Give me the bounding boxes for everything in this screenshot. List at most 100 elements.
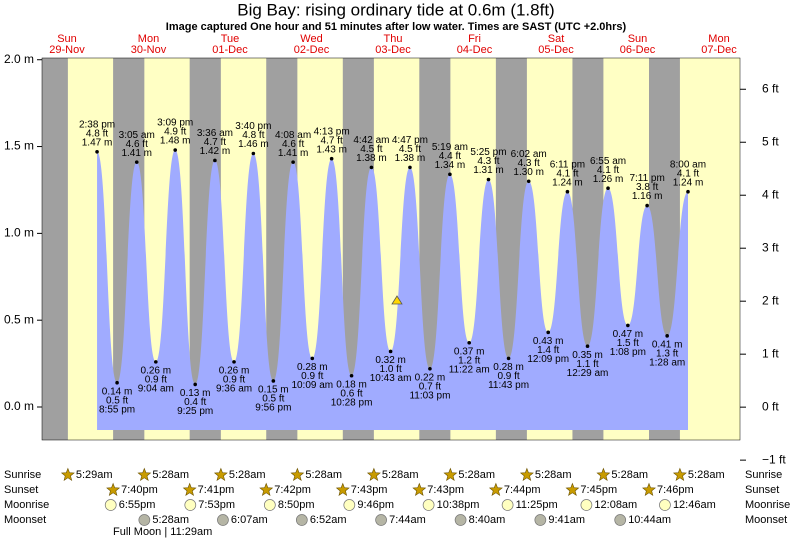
tide-label: 1:28 am bbox=[649, 357, 685, 368]
tide-label: 4.8 ft bbox=[86, 128, 108, 139]
sunrise-time: 5:28am bbox=[229, 469, 266, 481]
tide-label: 4.9 ft bbox=[164, 127, 186, 138]
day-name: Sun bbox=[57, 33, 77, 45]
row-label: Sunrise bbox=[4, 469, 41, 481]
row-label: Moonrise bbox=[4, 499, 49, 511]
moonset-icon bbox=[534, 514, 547, 526]
day-name: Sat bbox=[548, 33, 565, 45]
tide-label: 0.18 m bbox=[336, 379, 367, 390]
sunrise-icon bbox=[672, 467, 687, 481]
day-date: 04-Dec bbox=[457, 44, 493, 56]
sunrise-time: 5:28am bbox=[152, 469, 189, 481]
sunset-time: 7:44pm bbox=[504, 484, 541, 496]
tide-label: 1.38 m bbox=[395, 153, 426, 164]
y2-tick-label: 0 ft bbox=[762, 399, 779, 413]
tide-label: 0.9 ft bbox=[223, 375, 245, 386]
sunset-icon bbox=[182, 482, 197, 496]
tide-label: 4.3 ft bbox=[477, 156, 499, 167]
tide-label: 4.7 ft bbox=[321, 135, 343, 146]
day-date: 05-Dec bbox=[538, 44, 574, 56]
sunset-time: 7:42pm bbox=[274, 484, 311, 496]
tide-label: 9:56 pm bbox=[255, 403, 291, 414]
tide-label: 0.22 m bbox=[415, 372, 446, 383]
sunrise-icon bbox=[519, 467, 534, 481]
tide-label: 4.7 ft bbox=[204, 137, 226, 148]
tide-label: 7:11 pm bbox=[629, 173, 664, 184]
day-date: 06-Dec bbox=[620, 44, 656, 56]
tide-label: 8:00 am bbox=[670, 159, 706, 170]
row-label: Moonset bbox=[745, 514, 787, 526]
tide-point bbox=[115, 380, 119, 385]
tide-label: 4.1 ft bbox=[556, 168, 578, 179]
sunrise-time: 5:28am bbox=[611, 469, 648, 481]
y2-tick-label: 4 ft bbox=[762, 187, 779, 201]
day-date: 30-Nov bbox=[131, 44, 167, 56]
tide-point bbox=[645, 203, 649, 208]
tide-label: 1.43 m bbox=[316, 144, 347, 155]
sunset-icon bbox=[488, 482, 503, 496]
tide-label: 1.3 ft bbox=[656, 348, 678, 359]
tide-label: 1.38 m bbox=[356, 153, 387, 164]
tide-label: 0.26 m bbox=[141, 366, 172, 377]
tide-label: 2:38 pm bbox=[79, 119, 115, 130]
tide-label: 4.5 ft bbox=[399, 144, 421, 155]
tide-point bbox=[626, 323, 630, 328]
moonrise-icon bbox=[501, 499, 514, 511]
tide-label: 0.47 m bbox=[613, 329, 644, 340]
moonset-time: 10:44am bbox=[628, 514, 671, 526]
chart-subtitle: Image captured One hour and 51 minutes a… bbox=[166, 21, 627, 33]
tide-point bbox=[369, 165, 374, 170]
tide-label: 0.4 ft bbox=[184, 397, 206, 408]
day-date: 01-Dec bbox=[212, 44, 248, 56]
tide-label: 1.42 m bbox=[200, 146, 231, 157]
row-label: Sunrise bbox=[745, 469, 782, 481]
sunset-icon bbox=[642, 482, 656, 496]
tide-label: 1.48 m bbox=[160, 136, 191, 147]
sunrise-time: 5:29am bbox=[76, 469, 113, 481]
tide-point bbox=[665, 334, 669, 338]
tide-label: 1.34 m bbox=[435, 160, 466, 171]
tide-point bbox=[428, 367, 432, 371]
moonset-time: 6:52am bbox=[310, 514, 347, 526]
tide-label: 11:22 am bbox=[449, 364, 490, 375]
tide-label: 8:55 pm bbox=[99, 404, 135, 415]
sunrise-time: 5:28am bbox=[535, 469, 572, 481]
tide-label: 1.24 m bbox=[673, 177, 704, 188]
y-tick-label: 0.5 m bbox=[4, 312, 34, 326]
tide-point bbox=[193, 382, 197, 387]
day-name: Fri bbox=[468, 33, 481, 45]
tide-label: 4.5 ft bbox=[360, 144, 382, 155]
tide-label: 3.8 ft bbox=[636, 182, 658, 193]
moonset-time: 6:07am bbox=[231, 514, 268, 526]
row-label: Sunset bbox=[745, 484, 779, 496]
tide-point bbox=[213, 158, 217, 163]
tide-label: 3:05 am bbox=[119, 130, 155, 141]
tide-point bbox=[95, 149, 99, 154]
tide-point bbox=[585, 344, 590, 349]
tide-point bbox=[349, 373, 354, 378]
tide-point bbox=[408, 165, 412, 170]
tide-point bbox=[526, 179, 531, 184]
tide-label: 4:47 pm bbox=[392, 135, 428, 146]
y-tick-label: 2.0 m bbox=[4, 52, 34, 66]
sunset-icon bbox=[259, 482, 274, 496]
sunrise-icon bbox=[366, 467, 381, 481]
moonset-time: 8:40am bbox=[469, 514, 506, 526]
row-label: Moonrise bbox=[745, 499, 790, 511]
sunrise-icon bbox=[137, 467, 152, 481]
tide-label: 4.1 ft bbox=[597, 165, 619, 176]
tide-label: 0.26 m bbox=[219, 366, 250, 377]
tide-label: 10:09 am bbox=[291, 380, 333, 391]
tide-label: 0.28 m bbox=[297, 362, 328, 373]
tide-point bbox=[173, 148, 178, 152]
tide-label: 1.4 ft bbox=[537, 345, 559, 356]
tide-label: 11:43 pm bbox=[488, 380, 529, 391]
tide-label: 10:43 am bbox=[370, 373, 412, 384]
y2-tick-label: 5 ft bbox=[762, 134, 779, 148]
tide-label: 3:09 pm bbox=[157, 118, 193, 129]
day-name: Sun bbox=[628, 33, 648, 45]
tide-label: 1.16 m bbox=[632, 191, 663, 202]
tide-point bbox=[486, 177, 491, 182]
moonset-time: 7:44am bbox=[389, 514, 426, 526]
